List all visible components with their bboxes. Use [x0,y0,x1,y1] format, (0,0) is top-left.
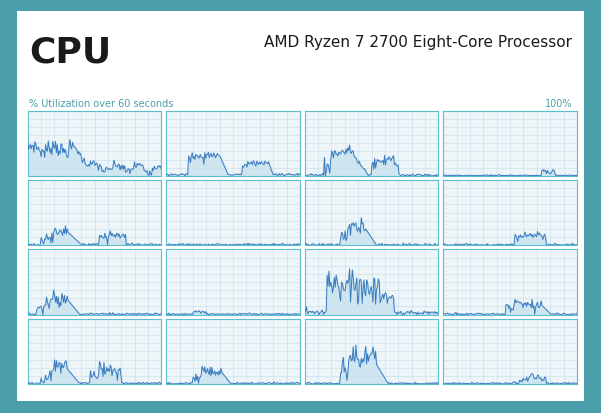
Text: % Utilization over 60 seconds: % Utilization over 60 seconds [29,99,173,109]
Text: AMD Ryzen 7 2700 Eight-Core Processor: AMD Ryzen 7 2700 Eight-Core Processor [264,35,572,50]
Text: 100%: 100% [545,99,572,109]
Text: CPU: CPU [29,35,111,69]
